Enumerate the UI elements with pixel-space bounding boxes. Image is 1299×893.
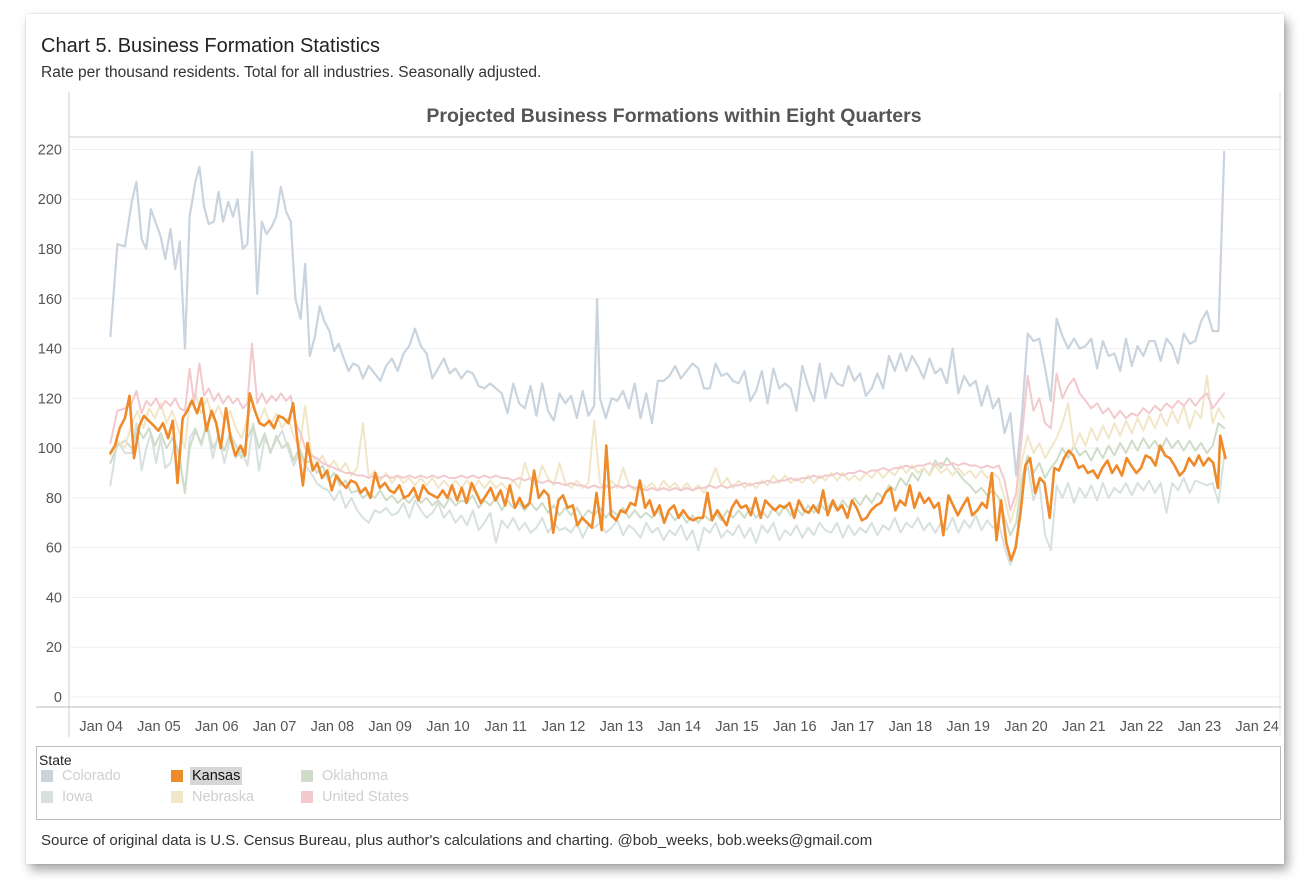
x-tick-label: Jan 09 — [368, 719, 412, 735]
legend-item-united-states[interactable]: United States — [301, 788, 411, 806]
chart-subtitle: Rate per thousand residents. Total for a… — [41, 64, 542, 81]
legend-item-kansas[interactable]: Kansas — [171, 767, 243, 785]
x-tick-label: Jan 14 — [657, 719, 701, 735]
legend-label: United States — [322, 789, 410, 805]
x-tick-label: Jan 13 — [600, 719, 644, 735]
series-line-united-states — [109, 342, 1226, 512]
x-tick-label: Jan 10 — [426, 719, 470, 735]
legend-item-oklahoma[interactable]: Oklahoma — [301, 767, 390, 785]
legend-label: Nebraska — [192, 789, 255, 805]
y-tick-label: 140 — [38, 342, 62, 358]
legend-label: Kansas — [190, 767, 243, 785]
x-tick-label: Jan 11 — [485, 719, 527, 735]
plot-title: Projected Business Formations within Eig… — [426, 105, 921, 127]
legend: State Colorado Kansas Oklahoma Iowa Nebraska… — [36, 746, 1281, 820]
x-tick-label: Jan 23 — [1178, 719, 1222, 735]
x-tick-label: Jan 07 — [253, 719, 297, 735]
x-tick-label: Jan 20 — [1004, 719, 1048, 735]
series-line-kansas — [109, 392, 1227, 562]
legend-item-iowa[interactable]: Iowa — [41, 788, 95, 806]
legend-label: Iowa — [62, 789, 93, 805]
legend-label: Oklahoma — [322, 768, 389, 784]
legend-swatch — [301, 770, 313, 782]
y-tick-label: 80 — [46, 491, 62, 507]
y-tick-label: 200 — [38, 192, 62, 208]
x-tick-label: Jan 18 — [889, 719, 933, 735]
x-tick-label: Jan 15 — [715, 719, 759, 735]
source-note: Source of original data is U.S. Census B… — [41, 832, 873, 849]
x-tick-label: Jan 12 — [542, 719, 586, 735]
legend-item-colorado[interactable]: Colorado — [41, 767, 123, 785]
line-chart: 0 20 40 60 80 100 120 140 160 180 200 220 Jan 04 Jan … — [36, 92, 1281, 737]
plot-area: 0 20 40 60 80 100 120 140 160 180 200 220 Jan 04 Jan … — [36, 92, 1281, 738]
x-tick-label: Jan 24 — [1235, 719, 1279, 735]
x-tick-label: Jan 08 — [311, 719, 355, 735]
y-tick-label: 180 — [38, 242, 62, 258]
x-tick-label: Jan 17 — [831, 719, 875, 735]
y-tick-label: 160 — [38, 292, 62, 308]
legend-title: State — [39, 752, 72, 768]
x-tick-label: Jan 21 — [1062, 719, 1106, 735]
legend-item-nebraska[interactable]: Nebraska — [171, 788, 256, 806]
x-tick-label: Jan 04 — [79, 719, 123, 735]
x-tick-label: Jan 05 — [137, 719, 181, 735]
legend-swatch — [41, 791, 53, 803]
legend-label: Colorado — [62, 768, 121, 784]
chart-title: Chart 5. Business Formation Statistics — [41, 35, 381, 57]
legend-swatch — [301, 791, 313, 803]
x-tick-label: Jan 22 — [1120, 719, 1164, 735]
x-tick-label: Jan 06 — [195, 719, 239, 735]
legend-swatch — [171, 770, 183, 782]
chart-card — [26, 14, 1284, 864]
legend-swatch — [41, 770, 53, 782]
y-tick-label: 120 — [38, 391, 62, 407]
series-line-colorado — [109, 150, 1226, 477]
y-tick-label: 40 — [46, 590, 62, 606]
series-line-iowa — [109, 422, 1226, 567]
y-tick-label: 20 — [46, 640, 62, 656]
y-tick-label: 60 — [46, 541, 62, 557]
y-tick-label: 220 — [38, 142, 62, 158]
y-tick-label: 0 — [54, 690, 62, 706]
y-tick-label: 100 — [38, 441, 62, 457]
x-tick-label: Jan 19 — [946, 719, 990, 735]
series-line-oklahoma — [109, 422, 1226, 537]
legend-swatch — [171, 791, 183, 803]
x-tick-label: Jan 16 — [773, 719, 817, 735]
